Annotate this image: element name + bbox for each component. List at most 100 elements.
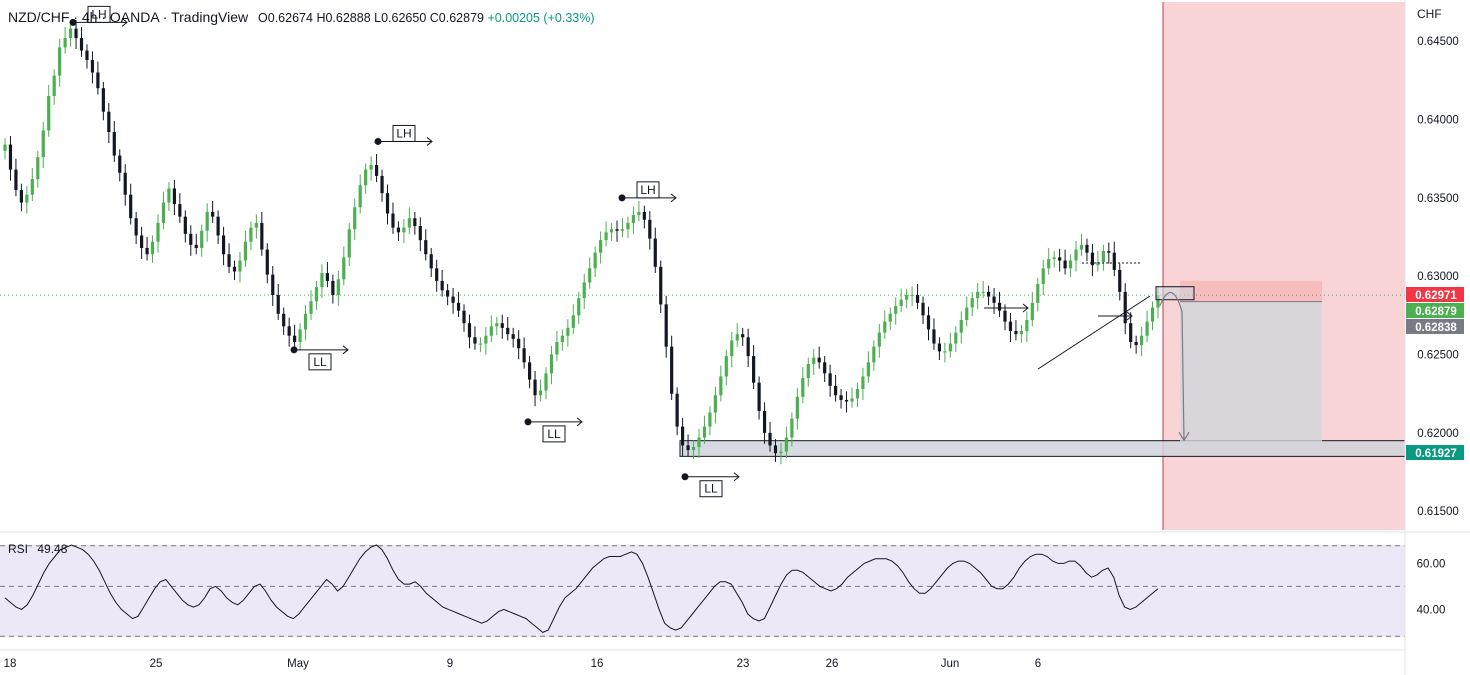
candle-body (948, 343, 952, 352)
candle-body (424, 240, 428, 255)
rsi-label: RSI (8, 542, 29, 556)
candle-body (872, 346, 876, 363)
ohlc-low: L0.62650 (374, 11, 427, 25)
candle-body (374, 164, 379, 176)
candle-body (795, 396, 799, 419)
rsi-legend[interactable]: RSI 49.48 (8, 542, 67, 556)
candle-body (522, 348, 526, 363)
swing-label-box (699, 480, 723, 498)
candle-body (697, 437, 701, 447)
candle-body (282, 313, 286, 327)
candle-body (812, 357, 816, 364)
candle-body (905, 294, 909, 300)
candle-body (883, 321, 887, 333)
candle-body (429, 254, 433, 269)
price-tick-label: 0.64000 (1417, 115, 1459, 127)
candle-body (1140, 335, 1144, 346)
candle-body (265, 249, 269, 275)
candle-body (407, 218, 411, 228)
symbol-title[interactable]: NZD/CHF · 4h · OANDA · TradingView (8, 9, 249, 25)
candle-body (1112, 252, 1116, 270)
candle-body (544, 373, 548, 391)
swing-arrow-head (733, 472, 740, 482)
candle-body (762, 410, 767, 433)
candle-body (1047, 258, 1051, 269)
candle-body (637, 211, 641, 216)
candle-body (1096, 262, 1100, 266)
candle-body (8, 144, 13, 170)
arrow-head (1022, 303, 1029, 313)
candle-body (735, 334, 739, 341)
candle-body (298, 329, 302, 342)
candle-body (107, 111, 111, 133)
candle-body (118, 155, 122, 173)
candle-body (757, 382, 761, 411)
rsi-pane[interactable]: 60.00 40.00 (0, 531, 1470, 637)
candle-body (833, 385, 838, 396)
candle-body (440, 280, 444, 291)
price-tick-label: 0.63500 (1417, 193, 1459, 205)
candle-body (970, 298, 974, 308)
candle-body (768, 432, 772, 446)
candle-body (353, 207, 357, 230)
candle-body (500, 323, 504, 328)
candlestick-series[interactable] (3, 20, 1160, 465)
candle-body (779, 451, 783, 454)
price-tick-label: 0.64500 (1417, 36, 1459, 48)
candle-body (336, 279, 340, 295)
swing-label-box (542, 425, 566, 443)
candle-body (385, 193, 390, 214)
candle-body (1074, 249, 1078, 261)
projection-arrow-head (1178, 431, 1190, 442)
candle-body (511, 334, 515, 339)
candle-body (1129, 323, 1133, 342)
candle-body (992, 296, 996, 303)
candle-body (189, 233, 193, 245)
price-tag-label: 0.62971 (1415, 290, 1457, 302)
swing-arrow-head (342, 345, 349, 355)
swing-label-text: LH (91, 7, 106, 21)
candle-body (150, 241, 155, 255)
rsi-band (0, 545, 1405, 637)
candle-body (1041, 268, 1045, 285)
time-tick-label: 26 (826, 658, 839, 670)
candle-body (467, 323, 472, 338)
time-tick-label: May (287, 658, 309, 670)
candle-body (495, 323, 499, 327)
candle-body (243, 241, 248, 261)
candle-body (380, 175, 384, 194)
candle-body (1134, 341, 1138, 346)
candle-body (609, 229, 614, 233)
candle-body (790, 418, 794, 438)
time-tick-label: 25 (150, 658, 163, 670)
candle-body (719, 376, 723, 396)
candle-body (1101, 251, 1105, 263)
candle-body (364, 169, 368, 186)
candle-body (58, 47, 62, 76)
rsi-tick-label: 60.00 (1417, 558, 1446, 570)
candle-body (555, 341, 559, 355)
candle-body (320, 273, 324, 288)
candle-body (943, 351, 947, 353)
candle-body (582, 282, 586, 299)
candle-body (730, 340, 734, 357)
candle-body (101, 88, 105, 112)
stop-loss-box (1180, 280, 1322, 302)
candle-body (178, 204, 182, 217)
candle-body (844, 399, 849, 402)
candle-body (68, 28, 73, 39)
time-tick-label: 23 (737, 658, 750, 670)
candle-body (129, 194, 133, 219)
candle-body (347, 229, 351, 258)
swing-arrow-head (576, 417, 583, 427)
candle-body (287, 326, 291, 336)
candle-body (549, 354, 554, 374)
candle-body (866, 362, 870, 377)
price-tag-entry (1406, 319, 1464, 334)
candle-body (293, 335, 297, 342)
candle-body (899, 299, 903, 306)
candle-body (926, 315, 931, 330)
candle-body (369, 164, 373, 170)
swing-label-box (87, 5, 111, 23)
